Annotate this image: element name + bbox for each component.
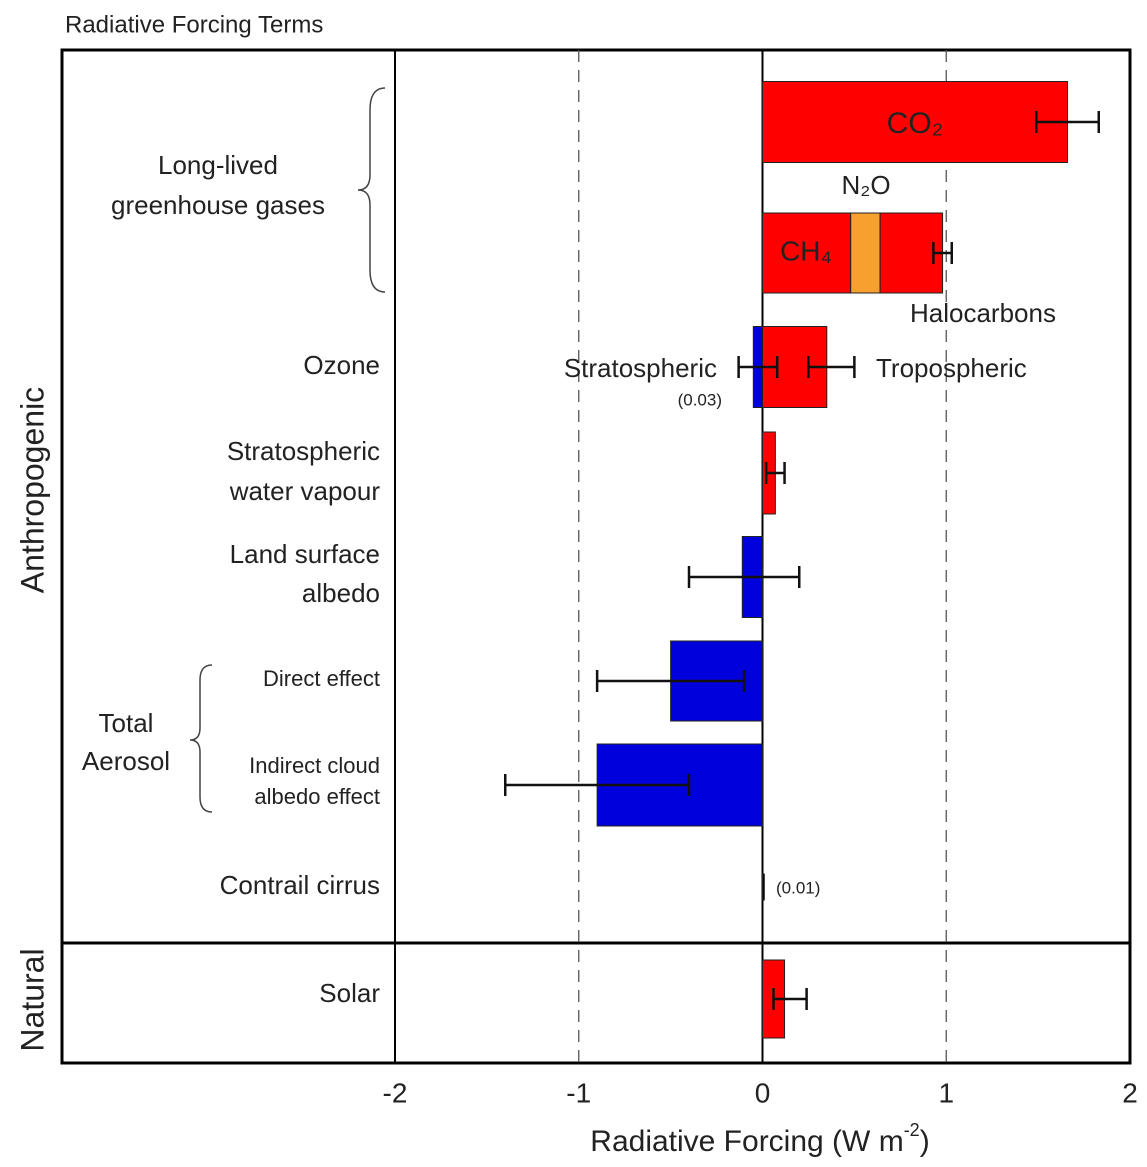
bar-segment	[850, 212, 881, 294]
group-label: Natural	[14, 948, 50, 1051]
row-label: Indirect cloud	[249, 753, 380, 778]
x-tick-label: 2	[1122, 1077, 1138, 1108]
x-tick-label: -2	[383, 1077, 408, 1108]
segment-label: Tropospheric	[876, 353, 1027, 383]
segment-label: CH₄	[780, 235, 832, 266]
group-label: Anthropogenic	[14, 387, 50, 593]
row-label: albedo effect	[254, 784, 380, 809]
row-label: Land surface	[230, 539, 380, 569]
segment-label: Stratospheric	[564, 353, 717, 383]
segment-note: (0.03)	[678, 390, 722, 409]
row-label: Contrail cirrus	[220, 870, 380, 900]
bracket-label: Aerosol	[82, 746, 170, 776]
bar-segment	[762, 81, 1069, 163]
x-tick-label: -1	[566, 1077, 591, 1108]
segment-label: Halocarbons	[910, 298, 1056, 328]
x-tick-label: 1	[938, 1077, 954, 1108]
bracket-label: Total	[99, 708, 154, 738]
row-label: water vapour	[229, 476, 381, 506]
x-tick-label: 0	[755, 1077, 771, 1108]
brace	[189, 664, 213, 813]
bracket-label: Long-lived	[158, 150, 278, 180]
brace	[357, 87, 386, 293]
bracket-label: greenhouse gases	[111, 190, 325, 220]
row-label: albedo	[302, 578, 380, 608]
x-axis-label-text: Radiative Forcing (W m	[590, 1125, 903, 1158]
row-label: Solar	[319, 978, 380, 1008]
segment-label: CO₂	[887, 107, 944, 140]
row-label: Direct effect	[263, 666, 380, 691]
segment-label: N₂O	[841, 170, 890, 200]
x-axis-label-end: )	[920, 1125, 930, 1158]
x-axis-label-sup: -2	[904, 1120, 920, 1140]
row-label: Stratospheric	[227, 436, 380, 466]
segment-note: (0.01)	[776, 878, 820, 897]
bar-segment	[762, 873, 765, 901]
chart-title: Radiative Forcing Terms	[65, 11, 323, 38]
x-axis-label: Radiative Forcing (W m-2)	[590, 1120, 929, 1158]
row-label: Ozone	[303, 350, 380, 380]
